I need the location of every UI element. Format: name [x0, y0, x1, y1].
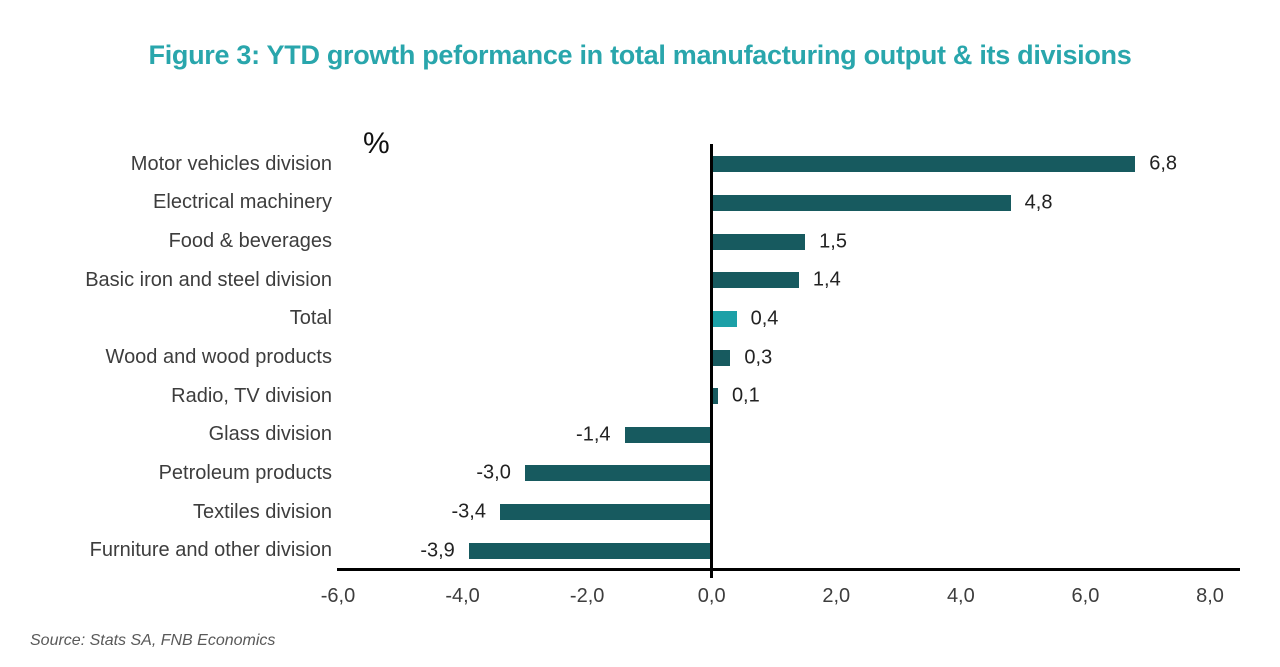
- x-tick-label: -4,0: [445, 585, 480, 607]
- category-label: Total: [289, 307, 332, 330]
- bar-cell: 1,4: [338, 261, 1210, 300]
- chart-row: Textiles division -3,4: [0, 493, 1210, 532]
- x-axis-line: [337, 568, 1240, 571]
- category-label: Wood and wood products: [105, 346, 332, 369]
- bar-cell: 0,1: [338, 377, 1210, 416]
- x-axis-ticks: -6,0 -4,0 -2,0 0,0 2,0 4,0 6,0 8,0: [321, 585, 1224, 611]
- value-label: 0,1: [731, 384, 760, 407]
- category-label: Glass division: [208, 423, 332, 446]
- chart-row: Radio, TV division 0,1: [0, 377, 1210, 416]
- x-tick-label: 6,0: [1071, 585, 1100, 607]
- value-label: -3,9: [420, 539, 455, 562]
- category-label: Food & beverages: [168, 230, 332, 253]
- value-label: -1,4: [576, 423, 611, 446]
- bar-cell: 0,3: [338, 338, 1210, 377]
- bar-cell: -3,0: [338, 454, 1210, 493]
- value-label: -3,4: [451, 500, 486, 523]
- category-label: Petroleum products: [158, 461, 332, 484]
- value-label: 6,8: [1149, 152, 1178, 175]
- bar-cell: -3,4: [338, 493, 1210, 532]
- bar: [624, 426, 712, 443]
- x-tick-label: -2,0: [569, 585, 605, 607]
- chart-row: Total 0,4: [0, 300, 1210, 339]
- bar: [711, 233, 806, 250]
- chart-row: Glass division -1,4: [0, 415, 1210, 454]
- bar: [711, 272, 799, 289]
- bar-cell: 6,8: [338, 145, 1210, 184]
- value-label: 0,4: [750, 307, 779, 330]
- category-label: Electrical machinery: [153, 191, 332, 214]
- chart-row: Basic iron and steel division 1,4: [0, 261, 1210, 300]
- chart-title: Figure 3: YTD growth peformance in total…: [148, 40, 1132, 70]
- chart-row: Petroleum products -3,0: [0, 454, 1210, 493]
- category-label: Motor vehicles division: [130, 152, 332, 175]
- bar-cell: -3,9: [338, 531, 1210, 570]
- category-label: Textiles division: [193, 500, 332, 523]
- value-label: 4,8: [1024, 191, 1053, 214]
- bar: [711, 349, 731, 366]
- x-tick-label: -6,0: [320, 585, 356, 607]
- bar-chart: Motor vehicles division 6,8 Electrical mac…: [0, 145, 1210, 570]
- category-label: Radio, TV division: [171, 384, 332, 407]
- x-tick-label: 4,0: [946, 585, 975, 607]
- bar: [711, 156, 1136, 173]
- chart-row: Motor vehicles division 6,8: [0, 145, 1210, 184]
- chart-row: Food & beverages 1,5: [0, 222, 1210, 261]
- category-label: Basic iron and steel division: [85, 268, 332, 291]
- bar-cell: -1,4: [338, 415, 1210, 454]
- bar: [524, 465, 712, 482]
- chart-row: Furniture and other division -3,9: [0, 531, 1210, 570]
- x-tick-label: 8,0: [1196, 585, 1224, 607]
- unit-label: %: [363, 127, 390, 160]
- zero-axis-line: [710, 144, 713, 578]
- value-label: 1,4: [812, 268, 841, 291]
- bar: [468, 542, 712, 559]
- category-label: Furniture and other division: [89, 539, 332, 562]
- chart-row: Wood and wood products 0,3: [0, 338, 1210, 377]
- bar: [711, 388, 718, 405]
- source-note: Source: Stats SA, FNB Economics: [30, 632, 276, 649]
- bar-cell: 0,4: [338, 300, 1210, 339]
- bar: [499, 504, 712, 521]
- bar: [711, 194, 1011, 211]
- bar-cell: 4,8: [338, 184, 1210, 223]
- value-label: 0,3: [744, 346, 773, 369]
- x-tick-label: 2,0: [822, 585, 851, 607]
- value-label: -3,0: [476, 461, 511, 484]
- value-label: 1,5: [819, 230, 847, 253]
- bar: [711, 310, 737, 327]
- bar-cell: 1,5: [338, 222, 1210, 261]
- x-tick-label: 0,0: [697, 585, 726, 607]
- chart-row: Electrical machinery 4,8: [0, 184, 1210, 223]
